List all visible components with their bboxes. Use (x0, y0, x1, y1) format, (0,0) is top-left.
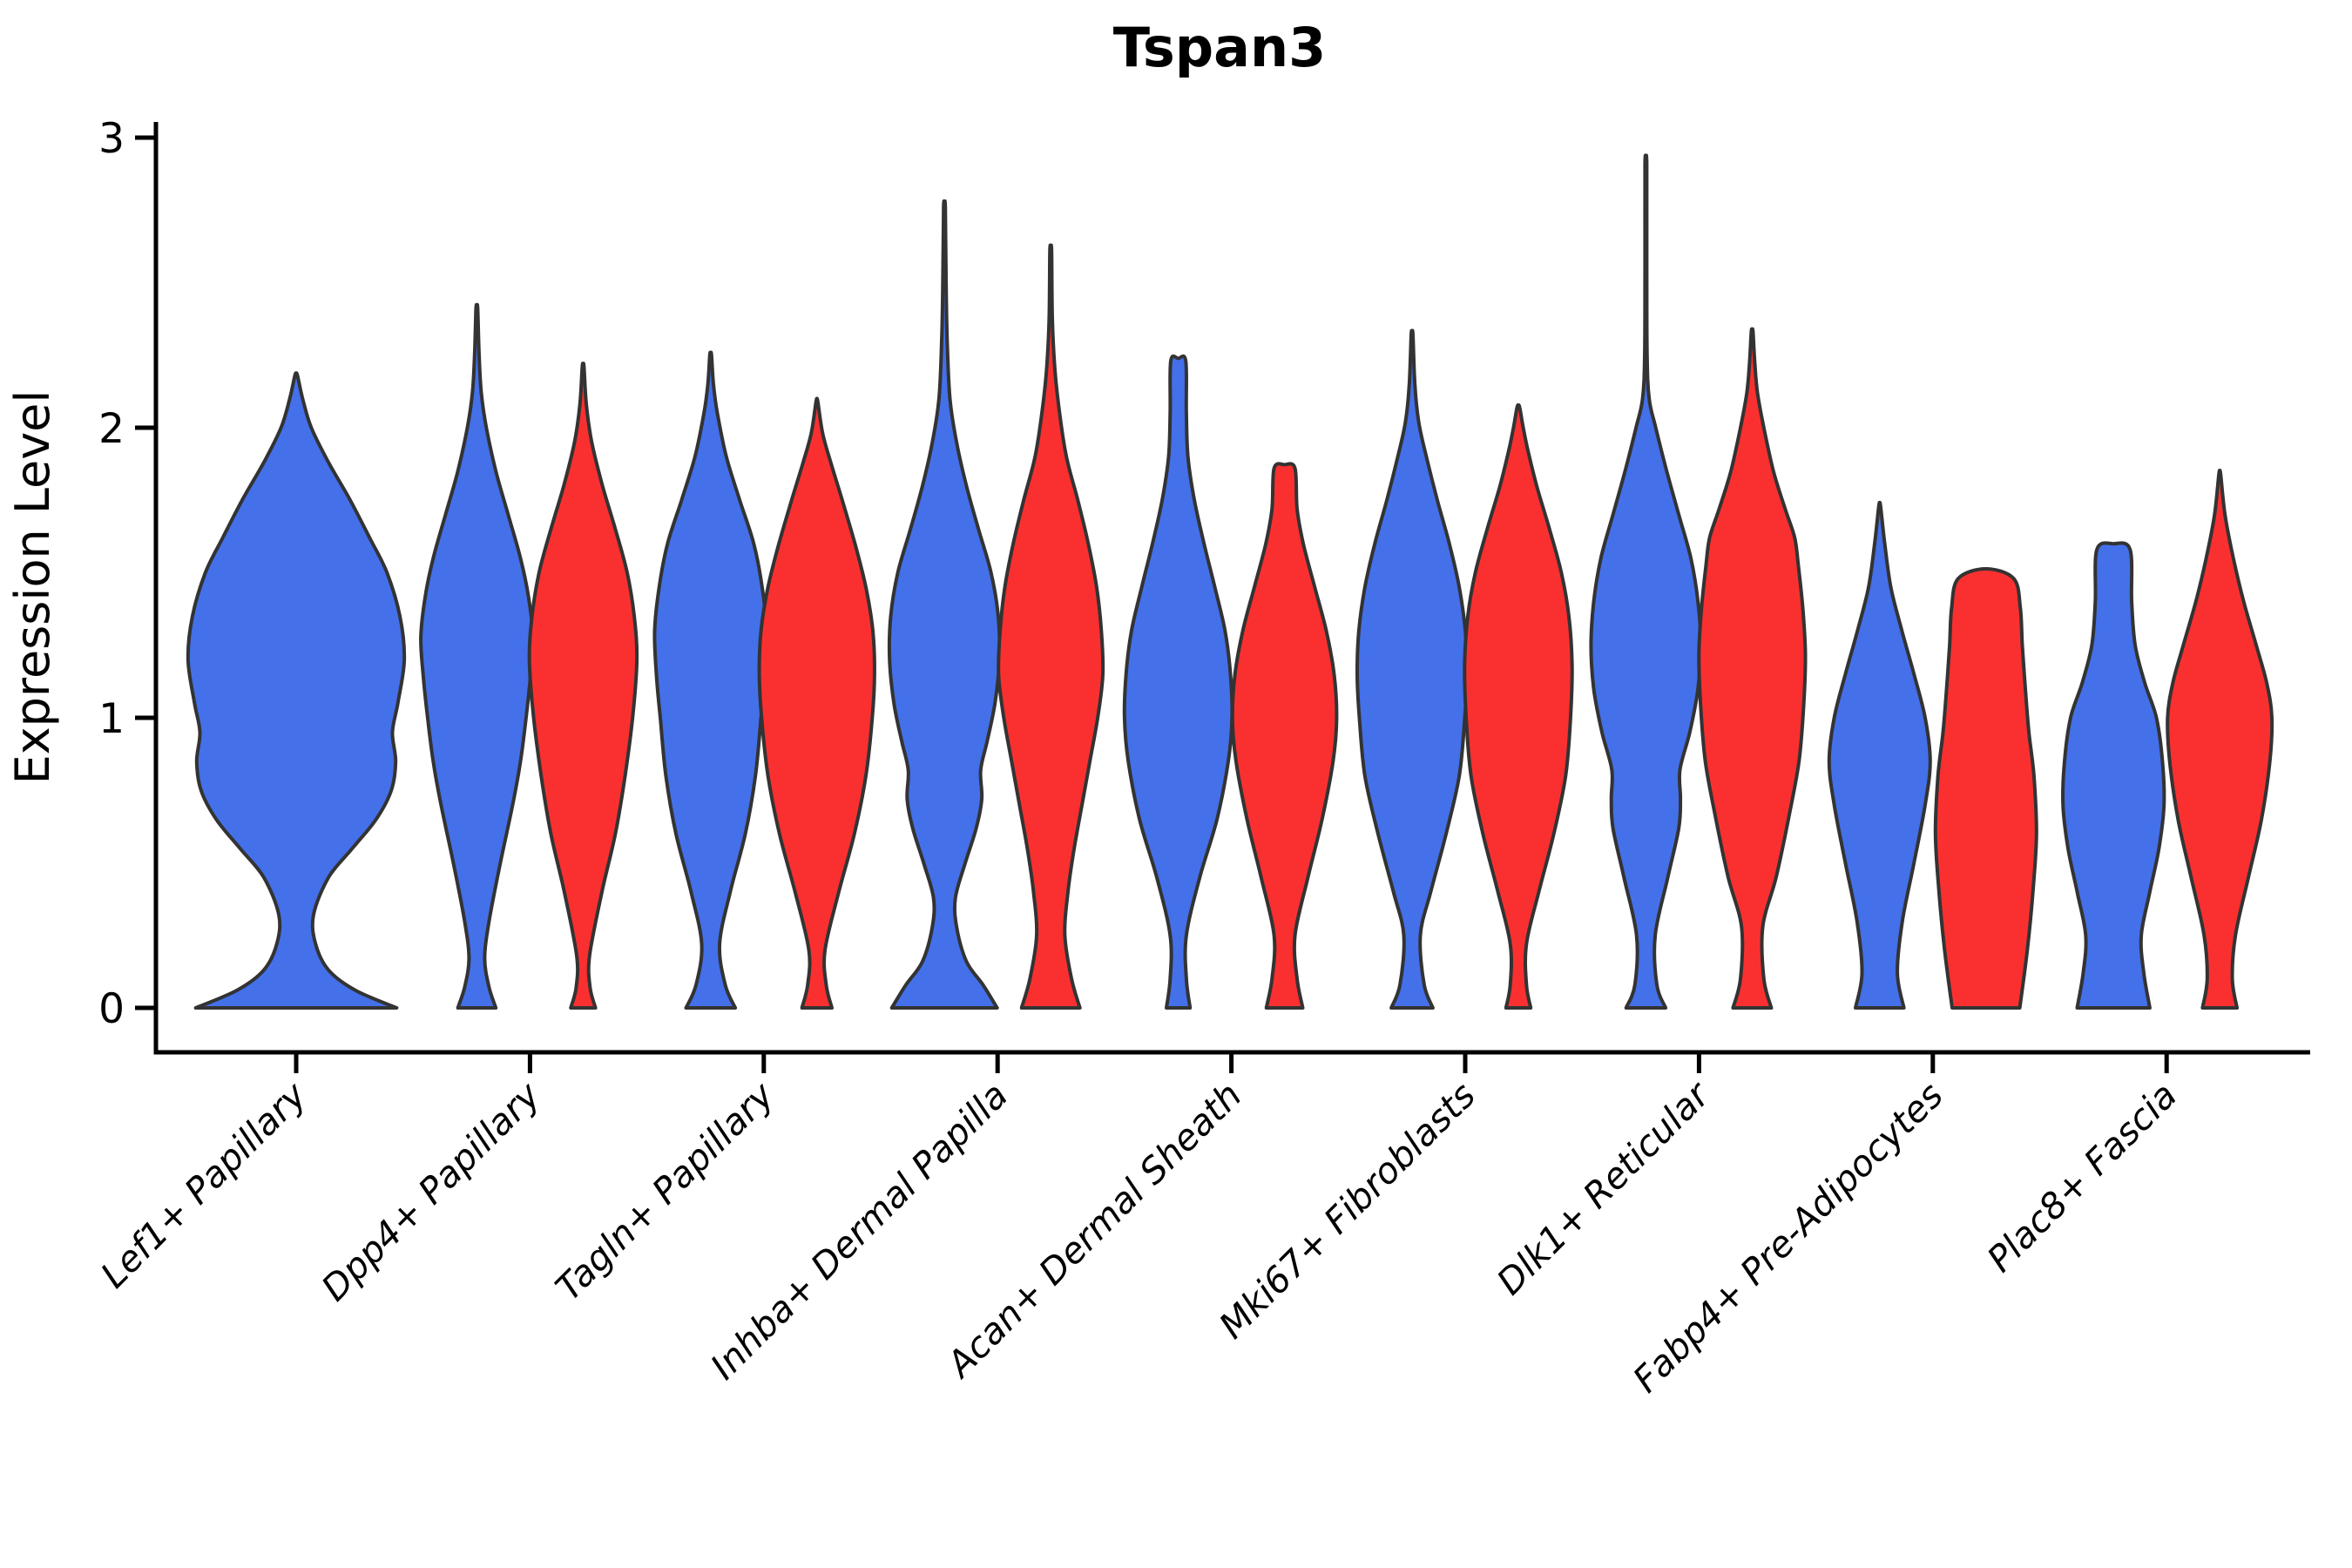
violin-blue-tagln-papillary (652, 350, 769, 1010)
violins-layer (186, 153, 2274, 1010)
violin-red-acan-dermal-sheath (1230, 462, 1339, 1010)
violin-red-tagln-papillary (757, 396, 876, 1010)
violin-red-dpp4-papillary (527, 362, 639, 1010)
x-tick-label-mki67-fibroblasts: Mki67+ Fibroblasts (1211, 1074, 1484, 1347)
chart-title: Tspan3 (1113, 16, 1326, 79)
y-tick-label: 2 (98, 405, 125, 453)
violin-red-fabp4-pre-adipocytes (1933, 567, 2038, 1010)
violin-blue-dpp4-papillary (419, 302, 535, 1010)
y-ticks: 0 1 2 3 (98, 115, 156, 1033)
violin-blue-fabp4-pre-adipocytes (1827, 500, 1932, 1010)
violin-blue-inhba-dermal-papilla (887, 199, 1002, 1010)
y-axis-label: Expression Level (5, 390, 60, 785)
x-tick-label-dlk1-reticular: Dlk1+ Reticular (1489, 1073, 1719, 1303)
violin-red-mki67-fibroblasts (1463, 403, 1574, 1010)
y-tick-label: 0 (98, 985, 125, 1033)
violin-blue-mki67-fibroblasts (1355, 328, 1470, 1010)
violin-red-inhba-dermal-papilla (997, 243, 1105, 1010)
violin-blue-dlk1-reticular (1589, 153, 1703, 1010)
x-tick-label-lef1-papillary: Lef1+ Papillary (92, 1074, 314, 1296)
y-tick-label: 1 (98, 695, 125, 743)
violin-red-dlk1-reticular (1697, 327, 1808, 1010)
x-tick-label-dpp4-papillary: Dpp4+ Papillary (314, 1074, 549, 1309)
x-tick-label-tagln-papillary: Tagln+ Papillary (547, 1074, 782, 1309)
x-tick-label-plac8-fascia: Plac8+ Fascia (1979, 1074, 2185, 1280)
violin-blue-plac8-fascia (2061, 541, 2166, 1010)
violin-blue-lef1-papillary (186, 371, 407, 1010)
violin-red-plac8-fascia (2166, 469, 2274, 1010)
violin-blue-acan-dermal-sheath (1122, 354, 1234, 1010)
y-tick-label: 3 (98, 115, 125, 163)
